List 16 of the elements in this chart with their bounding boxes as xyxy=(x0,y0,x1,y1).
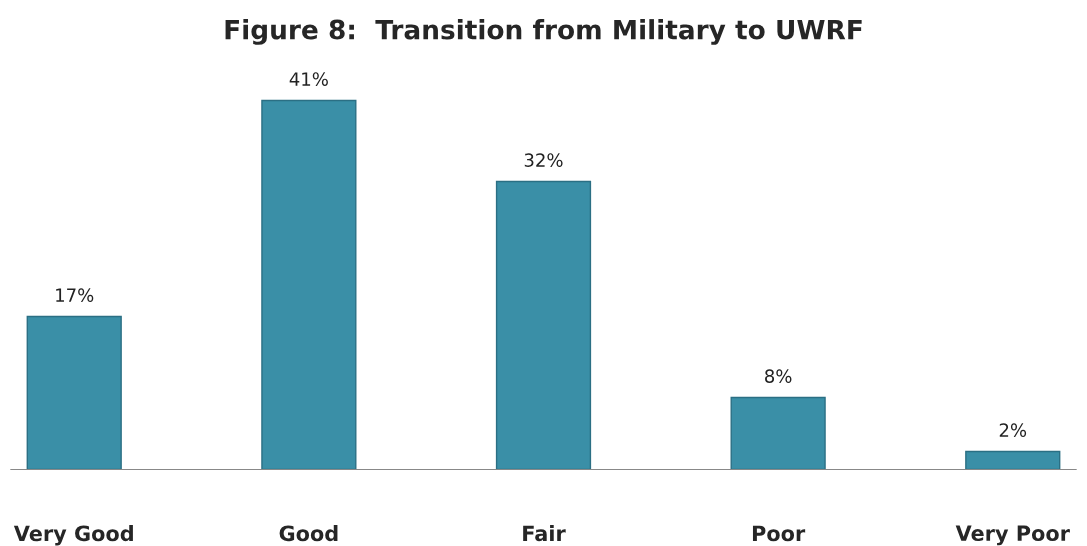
bar xyxy=(730,396,826,470)
data-label: 41% xyxy=(289,72,328,86)
bar xyxy=(965,450,1061,470)
x-tick-label: Poor xyxy=(752,525,806,542)
x-tick-label: Very Poor xyxy=(955,525,1070,546)
data-label: 8% xyxy=(765,369,792,383)
bar xyxy=(495,180,592,470)
x-tick-label: Very Good xyxy=(13,525,133,546)
data-label: 2% xyxy=(999,423,1027,437)
x-tick-label: Good xyxy=(279,525,338,542)
chart-title: Figure 8: Transition from Military to UWRF xyxy=(225,19,862,45)
data-label: 32% xyxy=(524,153,563,167)
data-label: 17% xyxy=(56,288,94,302)
x-tick-label: Fair xyxy=(523,525,566,542)
bar xyxy=(26,315,122,470)
bar xyxy=(261,99,357,470)
